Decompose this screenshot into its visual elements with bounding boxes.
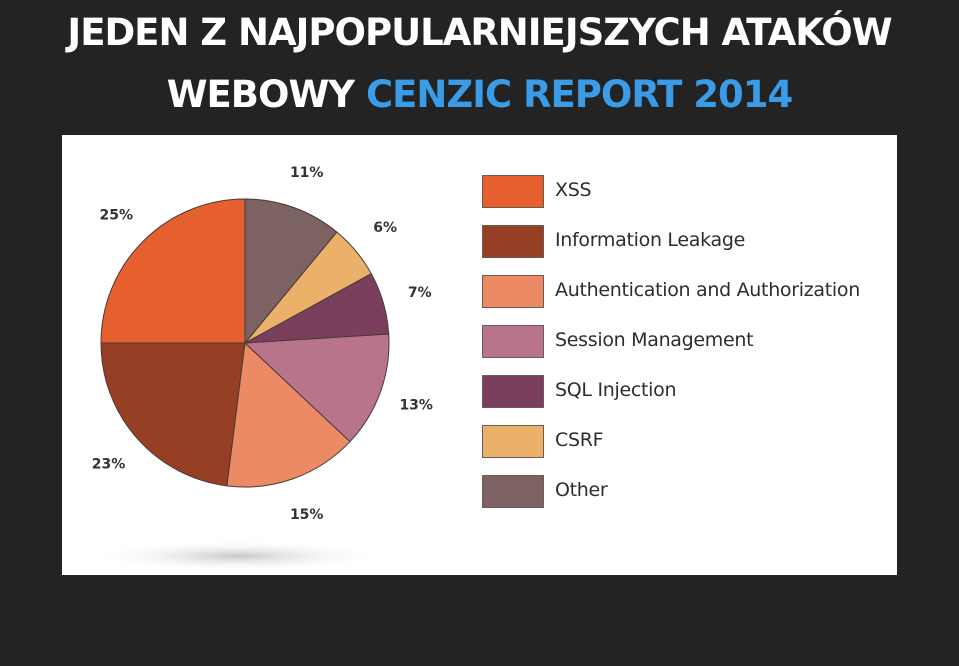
title-line-2: WEBOWY CENZIC REPORT 2014 xyxy=(0,64,959,126)
title-line-2-prefix: WEBOWY xyxy=(166,73,355,116)
pie-slice-authentication-and-authorization xyxy=(226,341,351,488)
pie-chart: 25% 23% 15% 13% 7% 6% 11% xyxy=(87,165,433,572)
pie-label-xss: 25% xyxy=(100,207,134,223)
legend-swatch xyxy=(482,275,544,308)
pie-label-csrf: 6% xyxy=(373,220,397,236)
chart-panel: 25% 23% 15% 13% 7% 6% 11% XSS Information Leaka… xyxy=(62,135,897,575)
title-line-1: JEDEN Z NAJPOPULARNIEJSZYCH ATAKÓW xyxy=(67,11,892,54)
legend-swatch xyxy=(482,425,544,458)
legend-swatch xyxy=(482,175,544,208)
pie-slice-xss xyxy=(100,198,246,344)
legend-swatch xyxy=(482,375,544,408)
legend-label: Information Leakage xyxy=(555,229,745,251)
legend-item-authentication-and-authorization: Authentication and Authorization xyxy=(482,275,902,310)
legend-swatch xyxy=(482,225,544,258)
pie-label-session-management: 13% xyxy=(399,398,433,414)
legend-label: Other xyxy=(555,479,608,501)
legend-item-information-leakage: Information Leakage xyxy=(482,225,902,260)
legend-item-other: Other xyxy=(482,475,902,510)
legend-label: CSRF xyxy=(555,429,604,451)
legend-label: Authentication and Authorization xyxy=(555,279,860,301)
pie-slice-information-leakage xyxy=(100,342,246,487)
legend-swatch xyxy=(482,475,544,508)
pie-slice-other xyxy=(244,198,338,345)
page-title: JEDEN Z NAJPOPULARNIEJSZYCH ATAKÓW WEBOW… xyxy=(0,2,959,126)
legend-item-sql-injection: SQL Injection xyxy=(482,375,902,410)
legend-item-xss: XSS xyxy=(482,175,902,210)
title-line-2-accent: CENZIC REPORT 2014 xyxy=(365,73,793,116)
pie-label-other: 11% xyxy=(290,165,324,181)
legend-swatch xyxy=(482,325,544,358)
pie-label-information-leakage: 23% xyxy=(92,456,126,472)
pie-label-sql-injection: 7% xyxy=(408,285,432,301)
pie-label-authentication-and-authorization: 15% xyxy=(290,507,324,523)
legend-label: Session Management xyxy=(555,329,754,351)
pie-slice-session-management xyxy=(243,333,390,443)
legend-label: SQL Injection xyxy=(555,379,677,401)
legend-item-csrf: CSRF xyxy=(482,425,902,460)
pie-shadow xyxy=(87,540,387,572)
legend-item-session-management: Session Management xyxy=(482,325,902,360)
legend-label: XSS xyxy=(555,179,592,201)
